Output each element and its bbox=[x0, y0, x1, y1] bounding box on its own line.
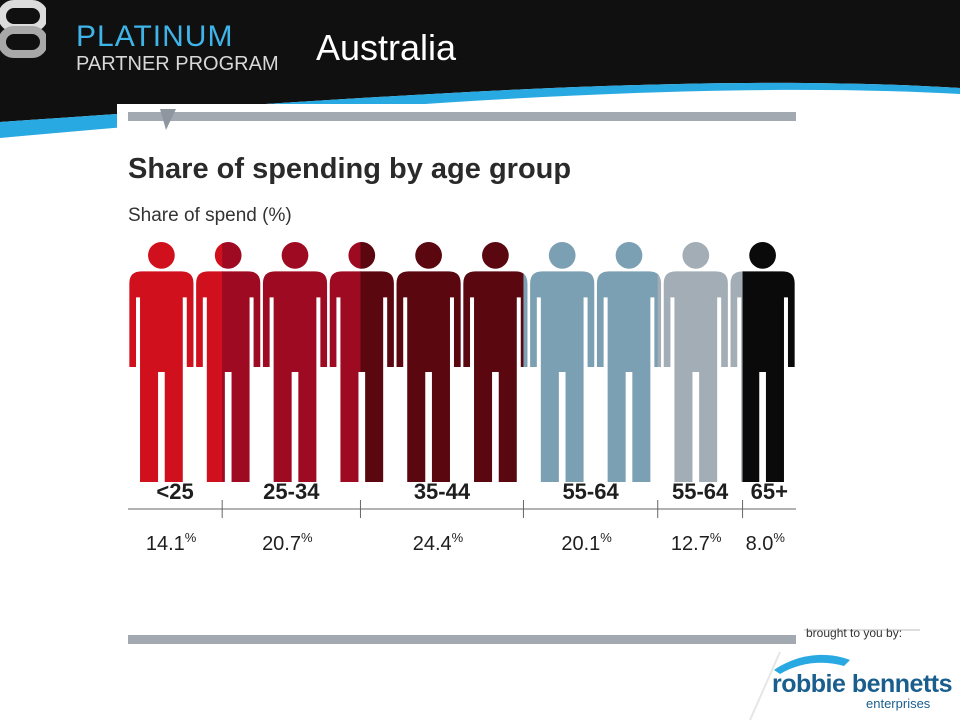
category-label: 55-64 bbox=[672, 479, 729, 504]
people-figures bbox=[129, 241, 795, 482]
page-title: Australia bbox=[316, 27, 457, 68]
bar-segment bbox=[360, 241, 525, 482]
logo-title: PLATINUM bbox=[76, 20, 234, 53]
value-label: 8.0% bbox=[746, 530, 786, 555]
chart-title: Share of spending by age group bbox=[128, 153, 571, 185]
category-label: 55-64 bbox=[562, 479, 619, 504]
footer-decoration bbox=[749, 629, 920, 720]
category-label: <25 bbox=[156, 479, 193, 504]
brought-label: brought to you by: bbox=[806, 626, 903, 640]
logo-subtitle: PARTNER PROGRAM bbox=[76, 53, 279, 75]
brand-subtitle: enterprises bbox=[866, 696, 931, 711]
bottom-rule bbox=[128, 635, 796, 644]
bar-segment bbox=[129, 242, 223, 482]
brand-name: robbie bennetts bbox=[772, 670, 953, 698]
bar-segment bbox=[742, 242, 795, 482]
platinum-logo-icon bbox=[0, 0, 46, 58]
y-axis-label: Share of spend (%) bbox=[128, 205, 292, 226]
bar-segment bbox=[657, 241, 744, 482]
bar-segment bbox=[523, 241, 659, 482]
car-swoosh-icon bbox=[774, 654, 850, 674]
top-rule-notch bbox=[160, 109, 176, 130]
category-label: 65+ bbox=[751, 479, 788, 504]
top-rule bbox=[128, 112, 796, 121]
category-label: 25-34 bbox=[263, 479, 320, 504]
category-label: 35-44 bbox=[414, 479, 471, 504]
bar-segment bbox=[222, 242, 362, 482]
